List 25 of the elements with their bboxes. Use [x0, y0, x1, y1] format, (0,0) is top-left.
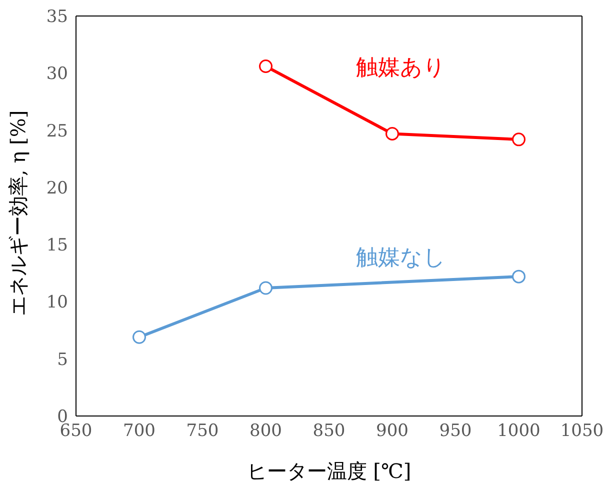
- y-tick-label: 5: [57, 350, 68, 370]
- x-tick-label: 1050: [560, 421, 604, 442]
- point: [132, 330, 146, 344]
- y-tick-label: 10: [46, 292, 68, 313]
- point: [512, 132, 526, 146]
- y-tick-label: 25: [46, 121, 68, 142]
- y-tick-label: 20: [46, 178, 68, 198]
- y-tick-label: 15: [46, 236, 68, 256]
- y-tick-label: 35: [46, 7, 68, 28]
- x-axis-title: ヒーター温度 [℃]: [246, 459, 412, 483]
- point: [259, 281, 272, 295]
- point: [386, 126, 399, 140]
- point: [512, 270, 526, 284]
- x-tick-label: 750: [186, 421, 219, 442]
- x-tick-label: 900: [376, 421, 408, 442]
- x-tick-label: 950: [439, 421, 472, 442]
- point: [259, 60, 272, 74]
- x-tick-label: 700: [123, 421, 156, 442]
- series-label: 触媒あり: [356, 55, 446, 80]
- x-tick-label: 850: [312, 421, 346, 442]
- series-label: 触媒なし: [356, 246, 446, 271]
- y-tick-label: 30: [46, 64, 68, 84]
- y-axis-title: エネルギー効率, η [%]: [6, 110, 30, 316]
- x-tick-label: 1000: [497, 421, 540, 442]
- x-tick-label: 800: [250, 421, 282, 442]
